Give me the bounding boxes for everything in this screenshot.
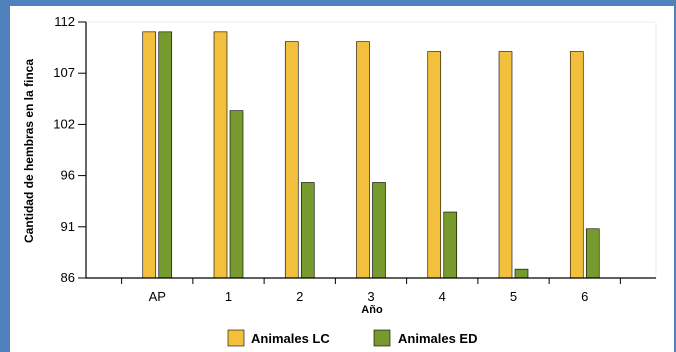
- x-axis-title: Año: [361, 304, 383, 316]
- legend-label-ed: Animales ED: [398, 331, 477, 346]
- legend-swatch-lc: [227, 329, 245, 347]
- x-tick-label: 1: [225, 289, 232, 304]
- bar-chart: 86 91 96 102 107 112 AP 1 2 3 4 5 6 Cantidad de hemb…: [22, 14, 657, 347]
- bar-lc: [427, 51, 442, 279]
- chart-frame: 86 91 96 102 107 112 AP 1 2 3 4 5 6 Cantidad de hemb…: [10, 6, 674, 352]
- y-tick-label: 91: [61, 219, 75, 234]
- bar-ed: [158, 31, 173, 279]
- bar-ed: [443, 211, 458, 279]
- bar-lc: [284, 41, 299, 279]
- bar-lc: [356, 41, 370, 279]
- bar-ed: [300, 182, 315, 279]
- bar-lc: [142, 31, 157, 279]
- legend-swatch-ed: [373, 329, 391, 347]
- y-tick-label: 86: [61, 270, 75, 285]
- legend-label-lc: Animales LC: [251, 331, 330, 346]
- x-tick-label: 3: [367, 289, 374, 304]
- x-tick-label: 5: [510, 289, 517, 304]
- bar-ed: [585, 228, 600, 279]
- bar-ed: [372, 182, 386, 279]
- y-tick-label: 107: [53, 65, 75, 80]
- y-tick-label: 112: [54, 14, 75, 29]
- x-tick-label: 2: [296, 289, 303, 304]
- bar-lc: [498, 51, 513, 279]
- y-axis-title: Cantidad de hembras en la finca: [22, 59, 36, 243]
- bar-lc: [213, 31, 228, 279]
- plot-area: 86 91 96 102 107 112 AP 1 2 3 4 5 6: [53, 14, 657, 304]
- legend: Animales LC Animales ED: [227, 329, 477, 347]
- y-tick-label: 102: [53, 116, 75, 131]
- bar-ed: [514, 268, 529, 279]
- y-tick-label: 96: [61, 168, 75, 183]
- bar-lc: [569, 51, 584, 279]
- x-tick-label: AP: [149, 289, 166, 304]
- bar-ed: [229, 110, 244, 279]
- x-tick-label: 6: [581, 289, 588, 304]
- x-tick-label: 4: [439, 289, 446, 304]
